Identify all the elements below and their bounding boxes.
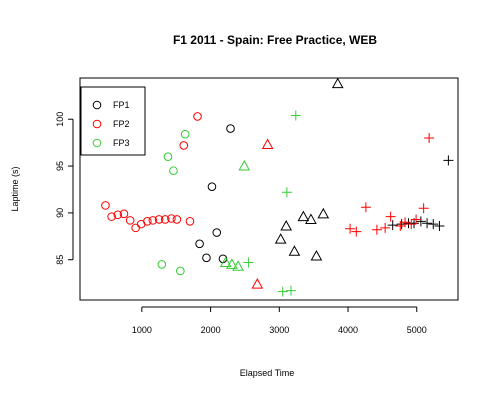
fp1-circle-point <box>202 253 211 263</box>
chart-title: F1 2011 - Spain: Free Practice, WEB <box>173 33 377 47</box>
x-tick-label: 2000 <box>201 325 221 335</box>
fp2-plus-point <box>351 226 362 237</box>
fp1-triangle-point <box>288 245 301 256</box>
fp2-triangle-point <box>251 278 264 289</box>
fp2-triangle-point <box>261 138 274 150</box>
fp2-plus-point <box>411 214 422 225</box>
fp2-plus-point <box>424 132 435 143</box>
fp3-triangle-point <box>238 160 251 171</box>
fp2-plus-point <box>371 224 382 235</box>
x-tick-label: 5000 <box>407 325 427 335</box>
legend-label: FP1 <box>113 100 130 110</box>
fp1-circle-point <box>195 239 204 249</box>
fp2-circle-point <box>107 212 116 221</box>
y-tick-label: 85 <box>55 255 65 265</box>
fp2-circle-point <box>179 141 189 150</box>
fp3-plus-point <box>285 285 296 296</box>
fp2-circle-point <box>167 214 176 223</box>
y-tick-label: 95 <box>55 161 65 171</box>
fp3-plus-point <box>290 110 301 121</box>
legend-marker <box>92 119 102 129</box>
fp3-plus-point <box>281 187 292 198</box>
legend-label: FP2 <box>113 119 130 129</box>
y-tick-label: 100 <box>55 112 65 127</box>
fp1-circle-point <box>212 228 222 237</box>
x-axis-label: Elapsed Time <box>240 368 295 378</box>
fp3-plus-point <box>277 286 288 297</box>
fp1-triangle-point <box>317 207 330 219</box>
fp1-triangle-point <box>274 233 287 244</box>
fp2-plus-point <box>345 223 356 234</box>
legend-marker <box>92 138 102 148</box>
fp1-circle-point <box>226 124 235 133</box>
legend-box <box>80 86 146 156</box>
fp2-circle-point <box>125 216 135 225</box>
fp1-circle-point <box>207 182 217 191</box>
fp3-plus-point <box>243 257 254 268</box>
fp2-plus-point <box>380 222 391 233</box>
fp1-triangle-point <box>310 249 323 261</box>
fp1-triangle-point <box>331 77 344 89</box>
fp3-circle-point <box>180 129 190 139</box>
fp2-circle-point <box>131 223 140 233</box>
fp2-circle-point <box>148 216 158 225</box>
fp3-triangle-point <box>219 256 232 268</box>
fp2-plus-point <box>406 219 417 230</box>
fp1-plus-point <box>443 155 454 166</box>
x-tick-label: 1000 <box>132 325 152 335</box>
fp1-triangle-point <box>280 219 293 231</box>
legend: FP1 FP2 FP3 <box>80 86 146 156</box>
fp3-circle-point <box>169 166 178 176</box>
fp3-triangle-point <box>232 260 244 271</box>
fp3-circle-point <box>157 260 167 269</box>
fp2-circle-point <box>154 215 164 224</box>
legend-label: FP3 <box>113 138 130 148</box>
x-tick-label: 3000 <box>269 325 289 335</box>
data-points <box>101 77 454 297</box>
fp3-circle-point <box>163 152 173 161</box>
y-axis: 85 90 95 100 <box>55 112 74 265</box>
fp3-triangle-point <box>226 258 238 269</box>
fp2-plus-point <box>360 202 371 213</box>
fp2-circle-point <box>160 215 170 224</box>
fp2-circle-point <box>119 209 129 219</box>
fp2-circle-point <box>193 112 202 121</box>
fp2-circle-point <box>113 210 123 220</box>
fp2-plus-point <box>385 211 396 222</box>
fp1-circle-point <box>218 254 228 264</box>
y-axis-label: Laptime (s) <box>10 166 20 211</box>
x-axis: 1000 2000 3000 4000 5000 <box>132 306 427 335</box>
fp2-circle-point <box>101 201 110 210</box>
fp2-plus-point <box>400 217 411 228</box>
y-tick-label: 90 <box>55 208 65 218</box>
fp3-circle-point <box>176 266 185 276</box>
fp1-plus-point <box>422 218 433 229</box>
fp2-circle-point <box>185 217 195 226</box>
plot-frame <box>79 77 459 301</box>
fp1-triangle-point <box>297 210 310 222</box>
fp1-plus-point <box>434 221 445 231</box>
fp1-plus-point <box>387 220 398 231</box>
fp1-plus-point <box>415 216 426 227</box>
legend-marker <box>92 100 102 110</box>
fp2-plus-point <box>418 203 429 214</box>
fp2-circle-point <box>143 217 152 226</box>
fp1-plus-point <box>428 219 439 230</box>
x-tick-label: 4000 <box>338 325 358 335</box>
fp2-circle-point <box>172 215 182 224</box>
fp1-triangle-point <box>305 213 317 224</box>
